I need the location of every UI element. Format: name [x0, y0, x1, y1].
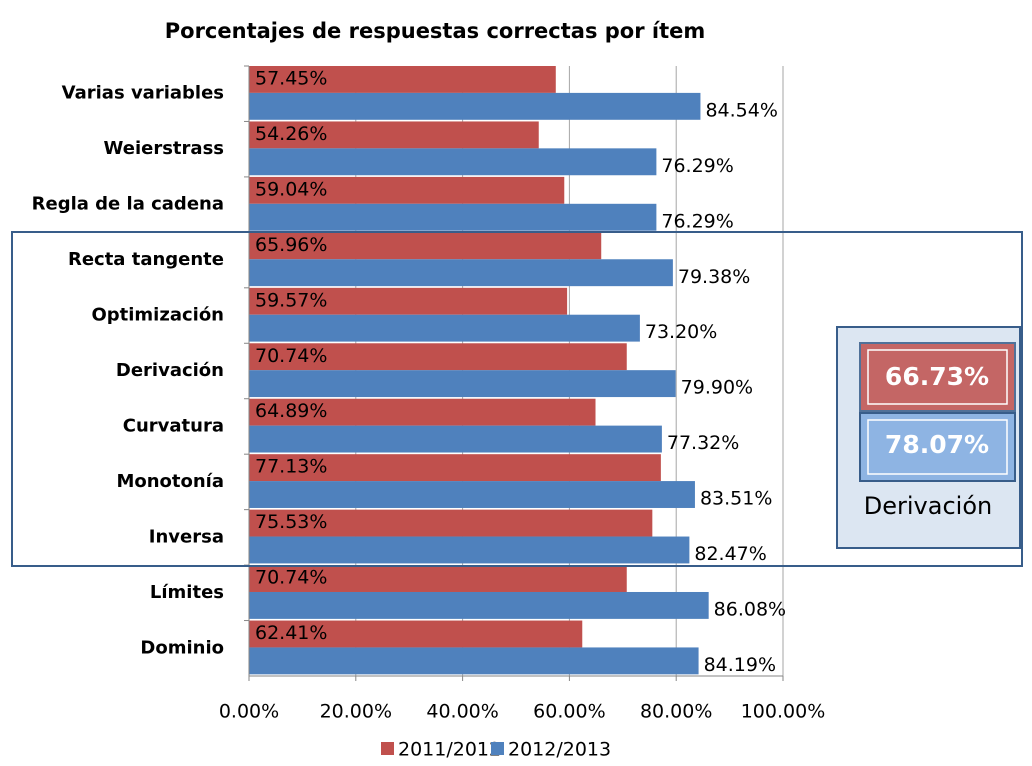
- bar: [249, 509, 653, 537]
- bar: [249, 536, 690, 564]
- plot-area: 0.00% 20.00% 40.00% 60.00% 80.00% 100.00% Vari…: [32, 65, 826, 761]
- bar: [249, 203, 657, 231]
- value-label: 54.26%: [255, 123, 327, 145]
- y-tick-label: Recta tangente: [68, 249, 224, 270]
- value-label: 73.20%: [645, 321, 717, 343]
- y-tick-label: Monotonía: [116, 471, 224, 492]
- annotation-blue-inner: [867, 419, 1008, 475]
- bar: [249, 620, 583, 648]
- y-tick-label: Inversa: [149, 526, 224, 547]
- value-label: 70.74%: [255, 567, 327, 589]
- y-tick-label: Regla de la cadena: [32, 194, 224, 215]
- bar: [249, 314, 640, 342]
- bar: [249, 647, 699, 675]
- bar: [249, 343, 627, 371]
- bar: [249, 398, 596, 426]
- value-label: 79.38%: [678, 266, 750, 288]
- value-label: 86.08%: [714, 598, 786, 620]
- bar: [249, 287, 568, 315]
- value-label: 84.54%: [705, 99, 777, 121]
- value-label: 62.41%: [255, 622, 327, 644]
- x-tick-label: 20.00%: [320, 701, 392, 723]
- legend-label: 2011/2012: [398, 739, 501, 761]
- x-tick-label: 40.00%: [426, 701, 498, 723]
- annotation-value: 66.73%: [885, 362, 989, 391]
- value-label: 57.45%: [255, 68, 327, 90]
- value-label: 77.13%: [255, 456, 327, 478]
- value-label: 65.96%: [255, 234, 327, 256]
- x-tick-label: 100.00%: [741, 701, 826, 723]
- bar: [249, 92, 701, 120]
- value-label: 83.51%: [700, 488, 772, 510]
- annotation-blue: [859, 412, 1016, 482]
- value-label: 76.29%: [661, 210, 733, 232]
- bar: [249, 66, 556, 93]
- annotation-red-inner: [867, 349, 1008, 405]
- bar: [249, 259, 673, 287]
- value-label: 79.90%: [681, 377, 753, 399]
- legend-swatch: [381, 742, 394, 755]
- bar: [249, 591, 709, 619]
- value-label: 75.53%: [255, 511, 327, 533]
- bar: [249, 425, 662, 453]
- annotation-value: 78.07%: [885, 430, 989, 459]
- bar: [249, 454, 661, 482]
- bar: [249, 565, 627, 592]
- legend-label: 2012/2013: [508, 739, 611, 761]
- y-tick-label: Varias variables: [62, 83, 224, 104]
- legend-swatch: [491, 742, 504, 755]
- highlight-box: [11, 231, 1023, 567]
- y-tick-label: Dominio: [140, 637, 224, 658]
- x-tick-label: 60.00%: [533, 701, 605, 723]
- value-label: 82.47%: [694, 543, 766, 565]
- y-tick-label: Optimización: [91, 305, 224, 326]
- y-tick-label: Derivación: [116, 360, 224, 381]
- value-label: 59.04%: [255, 178, 327, 200]
- y-tick-label: Curvatura: [123, 415, 224, 436]
- y-tick-label: Límites: [150, 582, 224, 603]
- value-label: 59.57%: [255, 289, 327, 311]
- annotation-red: [859, 342, 1016, 412]
- bar: [249, 481, 695, 508]
- annotation-label: Derivación: [864, 492, 992, 520]
- bar: [249, 232, 602, 260]
- bar: [249, 176, 565, 204]
- y-tick-label: Weierstrass: [104, 138, 224, 159]
- value-label: 70.74%: [255, 345, 327, 367]
- bar: [249, 121, 539, 149]
- bar: [249, 148, 657, 176]
- value-label: 64.89%: [255, 400, 327, 422]
- value-label: 84.19%: [704, 654, 776, 676]
- x-tick-label: 0.00%: [219, 701, 279, 723]
- x-tick-label: 80.00%: [640, 701, 712, 723]
- chart-title: Porcentajes de respuestas correctas por …: [165, 19, 706, 43]
- value-label: 77.32%: [667, 432, 739, 454]
- value-label: 76.29%: [661, 155, 733, 177]
- bar: [249, 370, 676, 398]
